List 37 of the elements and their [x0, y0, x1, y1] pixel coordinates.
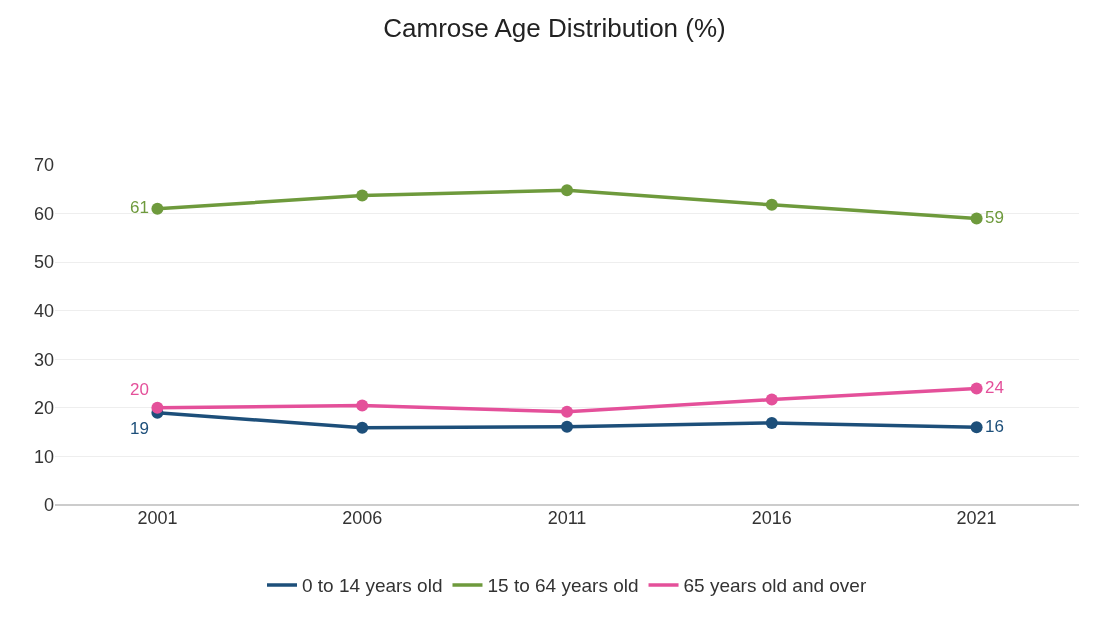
- point: [356, 399, 369, 412]
- x-tick-label: 2021: [956, 508, 997, 528]
- y-tick-label: 20: [33, 398, 54, 419]
- legend-label: 0 to 14 years old: [302, 575, 443, 597]
- point: [970, 212, 983, 225]
- x-tick-label: 2016: [751, 508, 792, 528]
- x-tick-label: 2011: [547, 508, 587, 528]
- data-label: 20: [129, 380, 149, 400]
- point: [970, 382, 983, 395]
- y-tick-label: 40: [33, 301, 54, 322]
- data-label: 16: [985, 416, 1005, 436]
- data-label: 61: [129, 197, 149, 217]
- point: [356, 421, 369, 434]
- point: [765, 198, 778, 211]
- legend-label: 65 years old and over: [683, 575, 867, 597]
- point: [561, 420, 573, 433]
- y-tick-label: 50: [33, 252, 54, 273]
- point: [561, 405, 573, 418]
- point: [970, 421, 983, 434]
- chart-title: Camrose Age Distribution (%): [383, 12, 726, 43]
- y-tick-label: 70: [33, 155, 54, 176]
- x-tick-label: 2006: [342, 508, 383, 528]
- data-label: 59: [985, 207, 1005, 227]
- point: [151, 401, 164, 414]
- y-tick-label: 30: [33, 349, 54, 370]
- data-label: 19: [129, 418, 149, 438]
- point: [765, 393, 778, 406]
- y-tick-label: 0: [43, 495, 54, 516]
- point: [561, 184, 573, 197]
- point: [151, 202, 164, 215]
- y-tick-label: 10: [33, 446, 54, 467]
- point: [765, 416, 778, 429]
- point: [356, 189, 369, 202]
- x-tick-label: 2001: [137, 508, 178, 528]
- data-label: 24: [985, 377, 1005, 397]
- y-tick-label: 60: [33, 203, 54, 224]
- legend-label: 15 to 64 years old: [487, 575, 639, 597]
